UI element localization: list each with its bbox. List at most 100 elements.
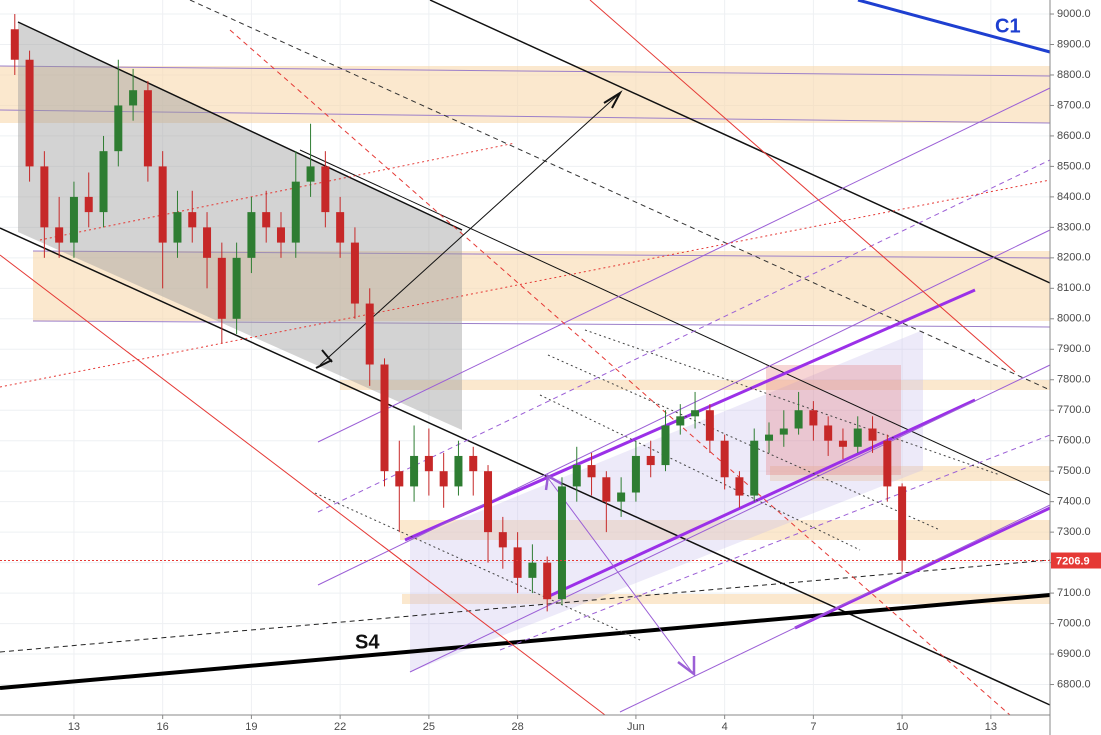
zone <box>402 594 1050 604</box>
candle-body <box>424 455 433 472</box>
candle-body <box>883 440 892 487</box>
dotted-line <box>547 354 941 531</box>
x-tick-label: 19 <box>245 721 257 733</box>
candle-body <box>898 486 907 561</box>
x-tick-label: 22 <box>334 721 346 733</box>
candle-body <box>602 477 611 502</box>
candle-body <box>247 212 256 258</box>
y-tick-label: 8000.0 <box>1057 313 1091 325</box>
candle-body <box>217 257 226 319</box>
candle-body <box>809 410 818 426</box>
channel-line <box>619 504 1051 713</box>
x-tick-label: 13 <box>985 721 997 733</box>
candle-body <box>824 425 833 441</box>
x-tick-label: 25 <box>423 721 435 733</box>
trend-line <box>429 0 1051 284</box>
trend-line <box>189 0 1051 391</box>
arrow-head <box>603 90 623 109</box>
y-tick-label: 8600.0 <box>1057 130 1091 142</box>
zone-edge <box>32 250 1051 259</box>
y-tick-label: 7300.0 <box>1057 526 1091 538</box>
candle-body <box>410 455 419 487</box>
annotation: C1 <box>995 15 1021 37</box>
y-tick-label: 7800.0 <box>1057 374 1091 386</box>
arrow-head <box>677 656 696 677</box>
zone-edge <box>32 320 1051 328</box>
candle-body <box>114 105 123 152</box>
last-price-badge <box>1051 552 1101 569</box>
x-tick-label: 10 <box>896 721 908 733</box>
candle-body <box>336 212 345 243</box>
candle-body <box>188 212 197 228</box>
red-line <box>39 142 516 241</box>
candle-body <box>676 416 685 426</box>
candle-body <box>498 532 507 548</box>
y-tick-label: 7600.0 <box>1057 435 1091 447</box>
y-tick-label: 6800.0 <box>1057 678 1091 690</box>
candle-body <box>572 465 581 487</box>
trend-line <box>0 227 1051 706</box>
candle-body <box>143 90 152 167</box>
channel-line <box>317 87 1051 443</box>
zone-edge <box>0 109 1051 124</box>
channel-line <box>544 398 976 600</box>
candle-body <box>853 428 862 447</box>
trend-line <box>0 559 1051 653</box>
candle-body <box>69 196 78 243</box>
candle-body <box>158 166 167 243</box>
red-line <box>229 29 1011 716</box>
candle-body <box>395 471 404 487</box>
candle-body <box>40 166 49 228</box>
candle-body <box>262 212 271 228</box>
candle-body <box>99 151 108 213</box>
candle-body <box>306 166 315 182</box>
candle-body <box>25 59 34 167</box>
y-tick-label: 7900.0 <box>1057 343 1091 355</box>
y-tick-label: 8500.0 <box>1057 160 1091 172</box>
x-tick-label: 4 <box>722 721 728 733</box>
candle-body <box>661 425 670 466</box>
candle-body <box>868 428 877 441</box>
channel-line <box>317 229 1051 586</box>
channel-line <box>409 364 1051 673</box>
candle-body <box>750 440 759 496</box>
candle-body <box>631 455 640 493</box>
channel-line <box>317 159 1051 513</box>
y-tick-label: 7400.0 <box>1057 496 1091 508</box>
y-tick-label: 8400.0 <box>1057 191 1091 203</box>
y-tick-label: 7100.0 <box>1057 587 1091 599</box>
candle-body <box>84 196 93 213</box>
y-tick-label: 8900.0 <box>1057 38 1091 50</box>
y-tick-label: 8300.0 <box>1057 221 1091 233</box>
candle-body <box>720 440 729 478</box>
candle-body <box>10 29 19 60</box>
candle-body <box>55 227 64 243</box>
candle-body <box>838 440 847 447</box>
trend-line <box>17 21 463 231</box>
candle-body <box>232 257 241 319</box>
candle-body <box>691 410 700 417</box>
channel-line <box>404 288 976 542</box>
x-tick-label: Jun <box>627 721 645 733</box>
arrow-head <box>315 349 333 369</box>
y-tick-label: 8800.0 <box>1057 69 1091 81</box>
candle-body <box>735 477 744 496</box>
candle-body <box>439 471 448 487</box>
last-price-label: 7206.9 <box>1056 555 1090 567</box>
candles <box>10 14 907 612</box>
candle-body <box>543 562 552 600</box>
candle-body <box>291 181 300 243</box>
y-tick-label: 7000.0 <box>1057 617 1091 629</box>
y-tick-label: 8700.0 <box>1057 99 1091 111</box>
candle-body <box>513 547 522 578</box>
y-tick-label: 7700.0 <box>1057 404 1091 416</box>
x-tick-label: 28 <box>511 721 523 733</box>
candle-body <box>779 428 788 435</box>
candle-body <box>705 410 714 441</box>
x-tick-label: 16 <box>157 721 169 733</box>
channel-fill <box>18 22 462 430</box>
candle-body <box>203 227 212 258</box>
resistance-line <box>857 0 1051 54</box>
candle-body <box>365 303 374 365</box>
candle-body <box>350 242 359 304</box>
